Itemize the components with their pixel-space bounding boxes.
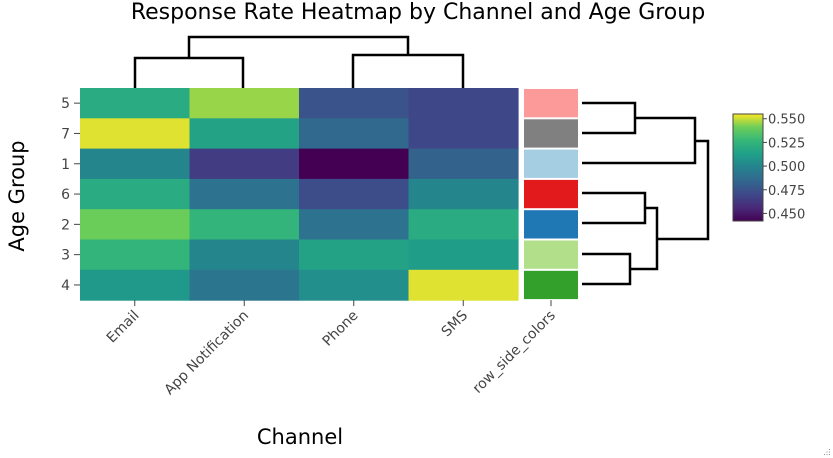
heatmap-cell-5-2: [299, 88, 410, 119]
heatmap-cell-1-0: [80, 148, 191, 180]
heatmap-cell-1-3: [408, 148, 519, 180]
row-dendro-link-3-4: [582, 252, 632, 286]
y-tick-label: 6: [61, 187, 70, 203]
y-tick-label: 2: [61, 217, 70, 233]
heatmap-cell-6-0: [80, 178, 191, 210]
heatmap-cell-5-1: [189, 88, 300, 119]
y-tick-label: 3: [61, 248, 70, 264]
heatmap-cell-7-0: [80, 118, 191, 150]
x-axis-ticks: Email App Notification Phone SMSrow_side_co…: [104, 300, 559, 398]
heatmap-cell-6-2: [299, 178, 410, 210]
heatmap-cell-2-0: [80, 209, 191, 241]
heatmap-cell-7-3: [408, 118, 519, 150]
row-side-color-6: [524, 179, 578, 209]
row-side-color-2: [524, 210, 578, 239]
row-side-color-3: [524, 240, 578, 269]
heatmap-cell-1-1: [189, 148, 300, 180]
y-tick-label: 1: [61, 157, 70, 173]
heatmap-cell-7-1: [189, 118, 300, 150]
heatmap-cell-2-1: [189, 209, 300, 241]
y-axis-title: Age Group: [5, 140, 29, 251]
heatmap-cell-2-2: [299, 209, 410, 241]
x-tick-label: App Notification: [161, 308, 252, 399]
y-tick-label: 4: [61, 278, 70, 294]
resize-grip-icon[interactable]: [823, 448, 831, 456]
heatmap-cell-4-2: [299, 269, 410, 301]
row-dendro-link-62-34: [630, 206, 659, 271]
row-side-color-5: [524, 89, 578, 118]
col-dendro-link-phone-sms: [351, 53, 465, 88]
row-side-colors: [524, 89, 578, 300]
colorbar-tick-label: 0.525: [768, 136, 805, 151]
x-axis-title: Channel: [257, 425, 343, 449]
y-tick-label: 5: [61, 96, 70, 112]
row-dendro-link-5-7: [582, 101, 637, 135]
heatmap-cell-5-3: [408, 88, 519, 119]
colorbar-tick-label: 0.550: [768, 113, 805, 128]
heatmap-cell-6-3: [408, 178, 519, 210]
row-dendro-link-root: [657, 139, 710, 241]
heatmap-cell-1-2: [299, 148, 410, 180]
colorbar: [732, 113, 764, 222]
colorbar-tick-label: 0.450: [768, 207, 805, 222]
heatmap-cell-7-2: [299, 118, 410, 150]
heatmap-cell-4-0: [80, 269, 191, 301]
column-dendrogram: [133, 35, 465, 88]
colorbar-tick-label: 0.475: [768, 184, 805, 199]
x-tick-label: row_side_colors: [470, 308, 559, 397]
row-dendro-link-57-1: [582, 116, 697, 165]
row-dendrogram: [582, 101, 710, 286]
heatmap-cell-2-3: [408, 209, 519, 241]
heatmap-cell-3-3: [408, 239, 519, 271]
heatmap-cell-5-0: [80, 88, 191, 119]
col-dendro-link-email-app: [133, 56, 245, 88]
heatmap-cell-4-3: [408, 269, 519, 301]
y-axis-ticks: 5 7 1 6 2 3 4: [61, 96, 80, 294]
heatmap-cells: [80, 88, 519, 301]
row-dendro-link-6-2: [582, 191, 647, 225]
heatmap-cell-3-2: [299, 239, 410, 271]
x-tick-label: Phone: [320, 308, 362, 350]
row-side-color-1: [524, 149, 578, 178]
chart-title: Response Rate Heatmap by Channel and Age…: [131, 0, 705, 25]
col-dendro-link-root: [187, 35, 410, 58]
heatmap-cell-3-1: [189, 239, 300, 271]
colorbar-tick-label: 0.500: [768, 160, 805, 175]
row-side-color-7: [524, 119, 578, 148]
x-tick-label: SMS: [439, 308, 472, 341]
row-side-color-4: [524, 270, 578, 300]
heatmap-cell-4-1: [189, 269, 300, 301]
heatmap-cell-6-1: [189, 178, 300, 210]
x-tick-label: Email: [104, 308, 143, 347]
heatmap-cell-3-0: [80, 239, 191, 271]
colorbar-ticks: 0.550 0.525 0.500 0.475 0.450: [763, 113, 805, 222]
y-tick-label: 7: [61, 126, 70, 142]
